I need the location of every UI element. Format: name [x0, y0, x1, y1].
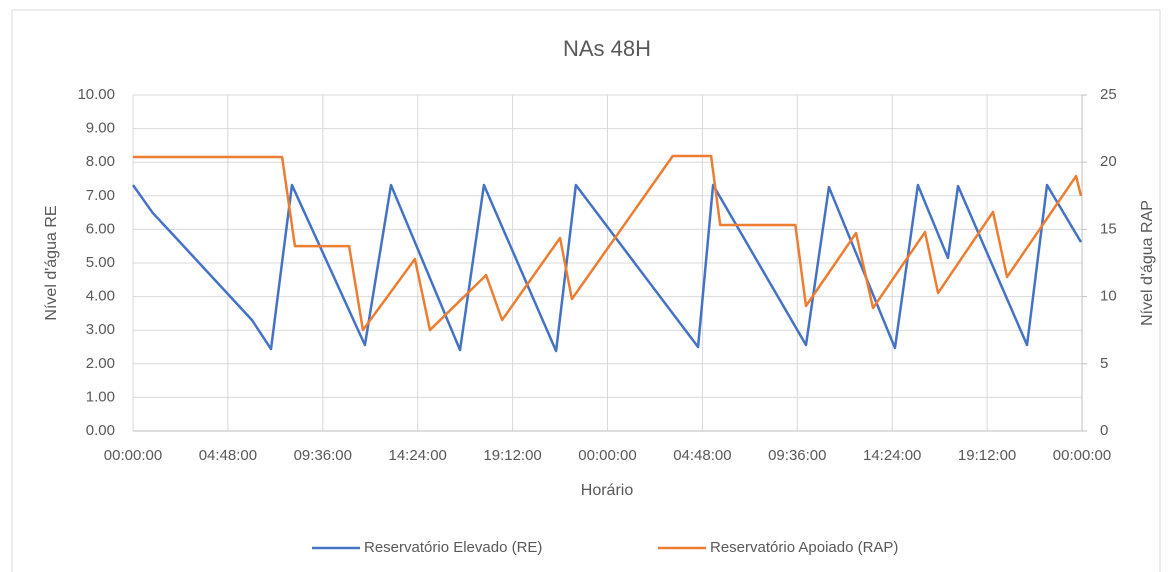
x-tick-label: 04:48:00: [673, 447, 731, 464]
y2-tick-label: 25: [1100, 86, 1117, 103]
y-tick-label: 3.00: [86, 321, 115, 338]
y-axis-title: Nível d'água RE: [43, 205, 60, 320]
y-tick-label: 9.00: [86, 120, 115, 137]
y-tick-label: 4.00: [86, 288, 115, 305]
x-tick-label: 00:00:00: [578, 447, 636, 464]
x-tick-label: 14:24:00: [863, 447, 921, 464]
y2-tick-label: 0: [1100, 422, 1108, 439]
x-tick-label: 09:36:00: [768, 447, 826, 464]
line-series: [131, 183, 1083, 353]
legend-label: Reservatório Apoiado (RAP): [710, 539, 898, 556]
y-tick-label: 10.00: [77, 86, 115, 103]
legend-label: Reservatório Elevado (RE): [364, 539, 542, 556]
line-series: [133, 154, 1083, 332]
x-tick-label: 00:00:00: [104, 447, 162, 464]
y-tick-label: 5.00: [86, 254, 115, 271]
y-tick-label: 1.00: [86, 388, 115, 405]
y2-tick-label: 15: [1100, 220, 1117, 237]
chart-title: NAs 48H: [563, 36, 651, 61]
x-tick-label: 19:12:00: [483, 447, 541, 464]
x-tick-label: 19:12:00: [958, 447, 1016, 464]
x-tick-label: 00:00:00: [1053, 447, 1111, 464]
y-tick-label: 7.00: [86, 187, 115, 204]
y-tick-label: 0.00: [86, 422, 115, 439]
x-tick-label: 04:48:00: [199, 447, 257, 464]
y2-axis-title: Nível d'água RAP: [1139, 200, 1156, 326]
y-tick-label: 2.00: [86, 355, 115, 372]
x-tick-label: 14:24:00: [389, 447, 447, 464]
y-tick-label: 8.00: [86, 153, 115, 170]
chart-border: [11, 9, 1161, 572]
y2-tick-label: 5: [1100, 355, 1108, 372]
y2-tick-label: 20: [1100, 153, 1117, 170]
y2-tick-label: 10: [1100, 288, 1117, 305]
x-tick-label: 09:36:00: [294, 447, 352, 464]
x-axis-title: Horário: [581, 482, 634, 499]
y-tick-label: 6.00: [86, 220, 115, 237]
